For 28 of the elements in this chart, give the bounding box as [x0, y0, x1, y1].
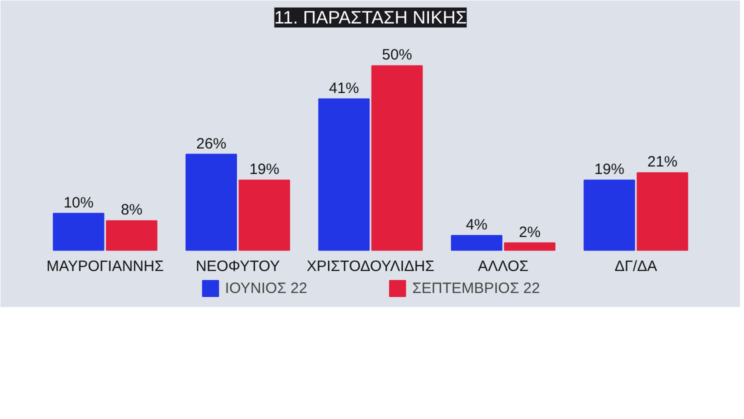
bar	[504, 242, 556, 251]
bar	[636, 172, 688, 251]
x-tick-label: ΧΡΙΣΤΟΔΟΥΛΙΔΗΣ	[306, 258, 434, 276]
bar	[584, 180, 636, 251]
data-label: 21%	[647, 154, 678, 171]
data-label: 41%	[328, 80, 359, 97]
x-tick-label: ΝΕΟΦΥΤΟΥ	[196, 258, 280, 276]
data-label: 19%	[249, 161, 280, 178]
bar	[186, 154, 237, 251]
data-label: 10%	[64, 194, 94, 212]
bar	[318, 98, 370, 251]
legend-label: ΣΕΠΤΕΜΒΡΙΟΣ 22	[412, 280, 540, 296]
x-tick-label: ΜΑΥΡΟΓΙΑΝΝΗΣ	[46, 258, 164, 276]
x-tick-label: ΑΛΛΟΣ	[478, 258, 529, 276]
bar	[371, 65, 423, 251]
data-label: 26%	[196, 135, 226, 152]
data-label: 8%	[120, 202, 142, 219]
data-label: 4%	[466, 216, 488, 234]
data-label: 50%	[382, 46, 412, 64]
bar	[106, 220, 158, 251]
bar	[450, 234, 502, 251]
data-label: 2%	[518, 224, 541, 241]
bar	[238, 180, 290, 251]
bar	[52, 212, 104, 251]
chart-title: 11. ΠΑΡΑΣΤΑΣΗ ΝΙΚΗΣ	[274, 8, 467, 28]
x-tick-label: ΔΓ/ΔΑ	[614, 258, 658, 276]
legend-label: ΙΟΥΝΙΟΣ 22	[225, 280, 308, 296]
data-label: 19%	[594, 161, 624, 178]
